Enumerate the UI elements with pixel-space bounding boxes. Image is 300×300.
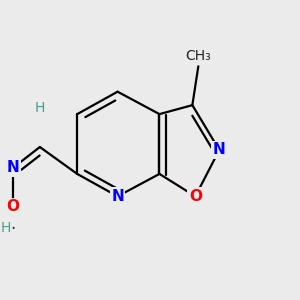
Text: ·: · — [10, 220, 16, 238]
Text: CH₃: CH₃ — [185, 49, 211, 63]
Text: H: H — [0, 221, 11, 235]
Text: O: O — [189, 189, 202, 204]
Text: N: N — [111, 189, 124, 204]
Text: H: H — [35, 101, 45, 115]
Text: O: O — [6, 199, 20, 214]
Text: N: N — [7, 160, 19, 175]
Text: N: N — [213, 142, 226, 158]
